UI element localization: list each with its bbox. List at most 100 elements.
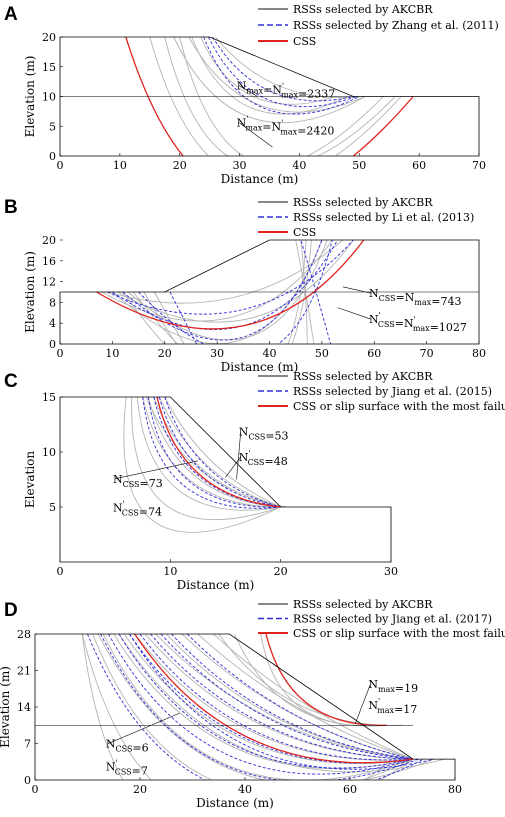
legend-entry: CSS or slip surface with the most failur… <box>293 400 505 413</box>
y-tick-label: 12 <box>42 276 56 289</box>
rss-akcbr-line <box>127 239 328 341</box>
rss-akcbr-line <box>81 633 393 780</box>
y-tick-label: 15 <box>42 391 56 404</box>
y-tick-label: 5 <box>49 120 56 133</box>
annotation-label: Nmax=19 <box>368 678 418 695</box>
y-axis-label: Elevation (m) <box>0 666 12 748</box>
annotation-leader <box>114 460 198 480</box>
css-line <box>156 396 281 508</box>
y-tick-label: 16 <box>42 255 56 268</box>
annotation-leader <box>354 684 371 724</box>
y-tick-label: 4 <box>49 317 56 330</box>
legend-entry: RSSs selected by Zhang et al. (2011) <box>293 19 499 32</box>
panel-letter: B <box>4 197 18 218</box>
rss-akcbr-line <box>179 36 396 156</box>
css-line <box>134 633 414 764</box>
rss-akcbr-line <box>102 633 414 780</box>
x-axis-label: Distance (m) <box>196 796 274 810</box>
y-tick-label: 0 <box>49 150 56 163</box>
y-axis-label: Elevation (m) <box>23 251 37 333</box>
rss-reference-line <box>160 633 414 760</box>
rss-reference-line <box>203 36 360 115</box>
x-tick-label: 0 <box>57 347 64 360</box>
rss-akcbr-line <box>113 633 414 770</box>
annotation-label: NCSS=53 <box>239 426 289 443</box>
x-tick-label: 50 <box>352 159 366 172</box>
rss-akcbr-line <box>200 36 336 105</box>
annotation-label: N' CSS=74 <box>113 499 162 518</box>
panel-letter: A <box>4 4 18 25</box>
slip-surfaces <box>81 633 445 780</box>
x-tick-label: 40 <box>238 783 252 796</box>
panel-letter: D <box>4 600 18 621</box>
rss-akcbr-line <box>234 633 387 727</box>
x-tick-label: 70 <box>472 159 486 172</box>
y-tick-label: 8 <box>49 296 56 309</box>
rss-reference-line <box>186 633 414 760</box>
rss-akcbr-line <box>142 396 281 508</box>
rss-reference-line <box>164 396 281 508</box>
rss-akcbr-line <box>122 239 312 344</box>
x-tick-label: 0 <box>32 783 39 796</box>
css-line <box>96 239 365 330</box>
y-tick-label: 20 <box>42 31 56 44</box>
y-tick-label: 5 <box>49 501 56 514</box>
rss-reference-line <box>122 239 323 341</box>
rss-akcbr-line <box>81 633 414 780</box>
x-tick-label: 80 <box>448 783 462 796</box>
slip-surfaces <box>125 36 414 156</box>
y-tick-label: 20 <box>42 234 56 247</box>
legend-entry: CSS <box>293 226 316 239</box>
rss-reference-line <box>100 633 419 780</box>
x-tick-label: 30 <box>210 347 224 360</box>
x-tick-label: 70 <box>420 347 434 360</box>
rss-akcbr-line <box>213 633 414 760</box>
annotation-leader <box>225 456 241 478</box>
annotation-label: N' CSS=7 <box>106 759 148 778</box>
rss-akcbr-line <box>158 396 281 508</box>
x-tick-label: 20 <box>173 159 187 172</box>
legend-entry: RSSs selected by Jiang et al. (2015) <box>293 385 492 398</box>
legend-entry: RSSs selected by AKCBR <box>293 3 433 16</box>
rss-reference-line <box>212 36 354 102</box>
x-tick-label: 80 <box>472 347 486 360</box>
x-tick-label: 50 <box>315 347 329 360</box>
x-tick-label: 10 <box>163 565 177 578</box>
css-line <box>125 36 414 156</box>
rss-akcbr-line <box>147 396 281 508</box>
slip-surfaces <box>123 396 287 533</box>
legend-entry: RSSs selected by AKCBR <box>293 196 433 209</box>
x-tick-label: 0 <box>57 565 64 578</box>
rss-akcbr-line <box>143 239 308 344</box>
y-tick-label: 0 <box>24 774 31 787</box>
y-axis-label: Elevation (m) <box>23 56 37 138</box>
panel-letter: C <box>4 371 18 392</box>
panel-d: D 0 20 40 60 80 0 7 14 21 28 Distance (m) Elevation … <box>0 598 505 810</box>
rss-akcbr-line <box>123 396 281 533</box>
y-tick-label: 28 <box>17 628 31 641</box>
rss-reference-line <box>150 633 414 760</box>
x-tick-label: 10 <box>113 159 127 172</box>
x-axis-label: Distance (m) <box>221 172 299 186</box>
rss-reference-line <box>147 396 281 508</box>
rss-akcbr-line <box>97 633 435 780</box>
annotation-leader <box>238 122 273 148</box>
rss-reference-line <box>106 239 354 315</box>
rss-reference-line <box>87 633 424 780</box>
annotation-label: Nmax=N' max=2337 <box>237 79 336 100</box>
annotation-label: NCSS=73 <box>113 473 163 490</box>
x-tick-label: 40 <box>263 347 277 360</box>
rss-reference-line <box>142 396 281 509</box>
x-tick-label: 40 <box>292 159 306 172</box>
y-tick-label: 14 <box>17 701 31 714</box>
rss-reference-line <box>139 633 414 761</box>
x-tick-label: 20 <box>274 565 288 578</box>
slip-surfaces <box>96 239 365 344</box>
rss-reference-line <box>118 633 414 769</box>
rss-akcbr-line <box>107 239 344 304</box>
rss-akcbr-line <box>117 239 354 323</box>
annotation-label: N' max=N' max=2420 <box>237 114 335 137</box>
rss-akcbr-line <box>92 633 414 780</box>
x-axis-label: Distance (m) <box>177 578 255 592</box>
x-tick-label: 10 <box>105 347 119 360</box>
